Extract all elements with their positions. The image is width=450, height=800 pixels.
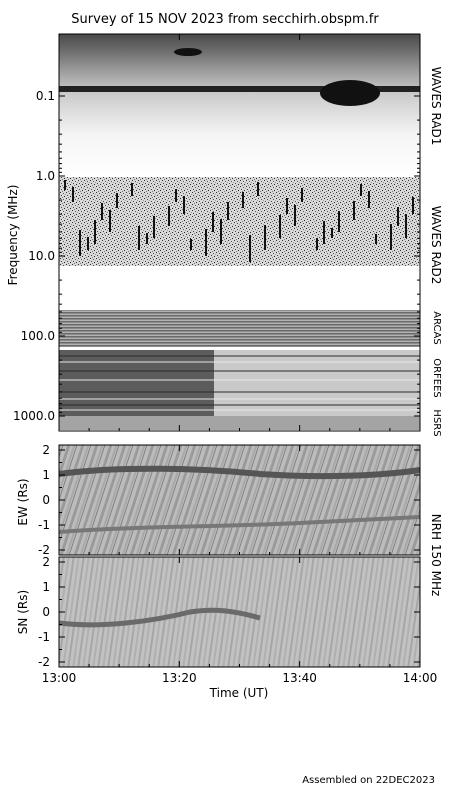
ew-tick-label: 0	[42, 493, 50, 507]
hsrs-band	[59, 416, 420, 430]
x-ticks: 13:00 13:20 13:40 14:00	[42, 34, 438, 685]
orfees-band-left	[59, 350, 214, 416]
sn-trace	[58, 607, 261, 628]
spectrum-tick-label: 10.0	[28, 249, 55, 263]
ew-panel	[58, 444, 421, 556]
orfees-lines	[59, 355, 420, 411]
label-orfees: ORFEES	[431, 358, 442, 398]
ew-tick-label: 1	[42, 468, 50, 482]
rad1-dark-line	[59, 86, 420, 92]
ew-image	[59, 445, 420, 555]
spectrum-ylabel: Frequency (MHz)	[6, 185, 20, 286]
ew-limb-lower	[58, 515, 421, 534]
spectrum-panel	[58, 33, 421, 432]
sn-tick-label: 2	[42, 555, 50, 569]
ew-tick-label: -2	[38, 543, 50, 557]
ew-ylabel: EW (Rs)	[16, 478, 30, 525]
ew-y-ticks: 2 1 0 -1 -2	[38, 443, 420, 557]
orfees-band-right	[214, 350, 420, 416]
x-tick-label: 14:00	[403, 671, 438, 685]
label-waves-rad1: WAVES RAD1	[429, 67, 443, 146]
rad1-blob	[174, 48, 202, 56]
chart-title: Survey of 15 NOV 2023 from secchirh.obsp…	[71, 12, 379, 27]
sn-y-ticks: 2 1 0 -1 -2	[38, 555, 420, 669]
spectrum-tick-label: 1000.0	[13, 409, 55, 423]
spectrum-tick-label: 0.1	[36, 89, 55, 103]
sn-tick-label: -1	[38, 630, 50, 644]
spectrum-tick-label: 100.0	[21, 329, 55, 343]
ew-tick-label: -1	[38, 518, 50, 532]
rad2-bursts	[64, 180, 414, 262]
rad1-burst	[320, 80, 380, 106]
rad2-band	[59, 177, 420, 266]
sn-tick-label: 0	[42, 605, 50, 619]
sn-tick-label: 1	[42, 580, 50, 594]
x-axis-label: Time (UT)	[209, 686, 269, 700]
ew-limb-upper	[58, 465, 421, 480]
footer-assembled: Assembled on 22DEC2023	[302, 775, 435, 786]
label-arcas: ARCAS	[431, 311, 442, 344]
x-tick-label: 13:40	[282, 671, 317, 685]
x-tick-label: 13:00	[42, 671, 77, 685]
rad1-band	[59, 34, 420, 177]
label-nrh: NRH 150 MHz	[429, 514, 443, 597]
label-hsrs: HSRS	[431, 409, 442, 436]
label-waves-rad2: WAVES RAD2	[429, 206, 443, 285]
arcas-band	[59, 310, 420, 347]
x-tick-label: 13:20	[162, 671, 197, 685]
spectrum-tick-label: 1.0	[36, 169, 55, 183]
ew-tick-label: 2	[42, 443, 50, 457]
sn-panel	[58, 556, 421, 668]
spectrum-y-ticks: 0.1 1.0 10.0 100.0 1000.0	[13, 89, 420, 423]
sn-tick-label: -2	[38, 655, 50, 669]
sn-ylabel: SN (Rs)	[16, 590, 30, 634]
